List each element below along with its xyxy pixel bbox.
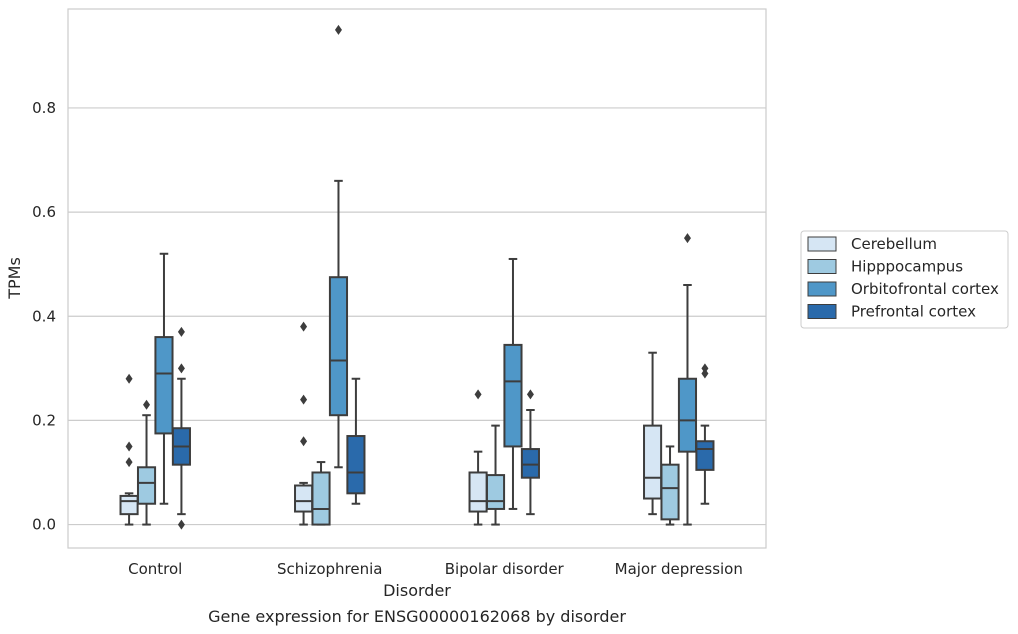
y-tick-label: 0.0 <box>32 516 56 534</box>
x-tick-labels: Control Schizophrenia Bipolar disorder Majo… <box>128 560 743 578</box>
legend-label: Orbitofrontal cortex <box>851 280 999 298</box>
legend-swatch <box>807 236 837 252</box>
box-group <box>468 389 488 526</box>
outlier-point <box>526 389 534 400</box>
outlier-point <box>177 326 185 337</box>
legend-swatch <box>807 304 837 319</box>
box-group <box>695 363 715 505</box>
legend: Cerebellum Hipppocampus Orbitofrontal cort… <box>800 230 1009 329</box>
outlier-point <box>300 436 308 447</box>
legend-frame <box>800 230 1009 329</box>
grid-layer <box>68 107 766 526</box>
chart-caption: Gene expression for ENSG00000162068 by d… <box>208 607 626 626</box>
y-tick-label: 0.4 <box>32 307 56 325</box>
box-group <box>346 377 366 505</box>
box-group <box>119 373 139 526</box>
plot-frame <box>67 8 767 549</box>
box-group <box>503 257 523 510</box>
box <box>311 471 331 526</box>
legend-swatch <box>807 281 837 297</box>
y-tick-label: 0.6 <box>32 203 56 221</box>
outlier-point <box>334 24 342 35</box>
outlier-point <box>177 363 185 374</box>
outlier-point <box>300 394 308 405</box>
legend-label: Hipppocampus <box>851 258 963 276</box>
outlier-point <box>125 457 133 468</box>
x-tick-label: Bipolar disorder <box>445 560 565 578</box>
x-axis-label: Disorder <box>383 581 451 600</box>
box-group <box>171 326 191 530</box>
box <box>328 276 349 417</box>
box-group <box>154 252 174 505</box>
y-tick-label: 0.2 <box>32 411 56 429</box>
y-tick-labels: 0.0 0.2 0.4 0.6 0.8 <box>32 99 56 534</box>
outlier-point <box>683 233 691 244</box>
box-group <box>660 445 680 526</box>
box <box>136 466 157 505</box>
outlier-point <box>701 368 709 379</box>
box-group <box>485 424 506 526</box>
outlier-point <box>701 363 709 374</box>
box <box>677 377 698 453</box>
box <box>660 463 680 521</box>
box <box>485 474 506 510</box>
outlier-point <box>474 389 482 400</box>
x-tick-label: Major depression <box>615 560 743 578</box>
legend-label: Cerebellum <box>851 235 937 253</box>
box <box>468 471 488 513</box>
box <box>695 440 715 471</box>
legend-swatch <box>807 259 837 274</box>
box-group <box>294 321 314 526</box>
box <box>346 435 366 495</box>
box <box>643 424 663 500</box>
box <box>503 343 523 448</box>
x-tick-label: Control <box>128 560 182 578</box>
y-tick-label: 0.8 <box>32 99 56 117</box>
outlier-point <box>125 373 133 384</box>
outlier-point <box>125 441 133 452</box>
box-group <box>311 461 331 526</box>
x-tick-label: Schizophrenia <box>277 560 382 578</box>
box-group <box>328 24 349 469</box>
box <box>119 494 139 516</box>
outlier-point <box>300 321 308 332</box>
y-axis-label: TPMs <box>5 257 24 300</box>
outlier-point <box>143 399 151 410</box>
box-group <box>136 399 157 526</box>
box-group <box>643 351 663 516</box>
box-layer <box>119 24 715 530</box>
outlier-point <box>177 519 185 530</box>
box <box>154 336 174 435</box>
box <box>294 484 314 513</box>
legend-label: Prefrontal cortex <box>851 303 976 321</box>
box-group <box>677 233 698 526</box>
box-group <box>520 389 540 516</box>
box <box>520 448 540 479</box>
